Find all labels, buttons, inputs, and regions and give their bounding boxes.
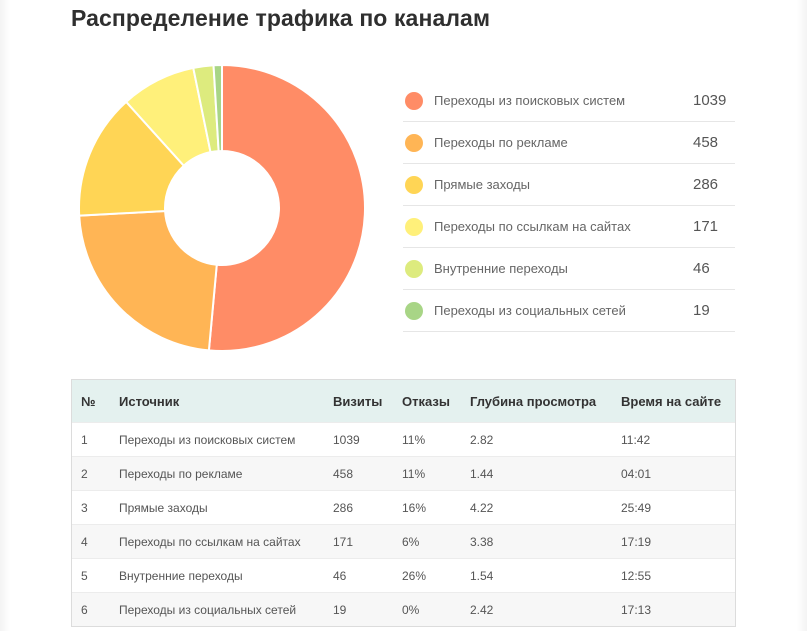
table-row: 1 Переходы из поисковых систем 1039 11% … [72,422,735,457]
cell-visits: 1039 [333,422,402,457]
legend-swatch [405,301,423,320]
header-visits: Визиты [333,393,383,409]
cell-bounces: 6% [402,524,470,559]
cell-bounces: 11% [402,422,470,457]
legend-value: 19 [693,302,710,319]
frame-edge-right [797,0,807,631]
pie-slice [78,210,218,352]
cell-time: 11:42 [621,422,735,457]
cell-visits: 171 [333,524,402,559]
cell-visits: 458 [333,456,402,491]
donut-chart [78,63,366,352]
legend-item: Внутренние переходы 46 [403,248,735,290]
legend-swatch [405,217,423,236]
cell-source: Переходы из социальных сетей [119,592,333,626]
table-row: 2 Переходы по рекламе 458 11% 1.44 04:01 [72,456,735,491]
cell-num: 4 [72,524,119,559]
cell-source: Переходы из поисковых систем [119,422,333,457]
frame-edge-left [0,0,10,631]
cell-depth: 2.82 [470,422,621,457]
legend-value: 171 [693,218,719,235]
traffic-table: № Источник Визиты Отказы Глубина просмот… [71,379,736,627]
legend-label: Внутренние переходы [434,261,568,276]
cell-time: 12:55 [621,558,735,593]
header-num: № [81,393,96,409]
table-row: 6 Переходы из социальных сетей 19 0% 2.4… [72,592,735,626]
legend-item: Переходы по ссылкам на сайтах 171 [403,206,735,248]
cell-source: Прямые заходы [119,490,333,525]
chart-legend: Переходы из поисковых систем 1039 Перехо… [403,80,735,332]
legend-label: Переходы из социальных сетей [434,303,626,318]
header-source: Источник [119,393,180,409]
cell-visits: 286 [333,490,402,525]
pie-slice [212,63,223,153]
legend-swatch [405,175,423,194]
table-row: 5 Внутренние переходы 46 26% 1.54 12:55 [72,558,735,593]
cell-visits: 46 [333,558,402,593]
header-bounces: Отказы [402,393,450,409]
cell-time: 17:19 [621,524,735,559]
legend-label: Переходы по рекламе [434,135,568,150]
table-header-row: № Источник Визиты Отказы Глубина просмот… [72,380,735,423]
cell-depth: 1.54 [470,558,621,593]
cell-time: 25:49 [621,490,735,525]
cell-visits: 19 [333,592,402,626]
cell-depth: 2.42 [470,592,621,626]
legend-value: 286 [693,176,719,193]
cell-num: 3 [72,490,119,525]
pie-slice [207,63,366,352]
cell-num: 2 [72,456,119,491]
legend-item: Переходы из поисковых систем 1039 [403,80,735,122]
cell-depth: 1.44 [470,456,621,491]
legend-swatch [405,91,423,110]
legend-value: 46 [693,260,710,277]
page-title: Распределение трафика по каналам [71,5,491,31]
legend-item: Переходы по рекламе 458 [403,122,735,164]
cell-bounces: 26% [402,558,470,593]
legend-label: Переходы из поисковых систем [434,93,626,108]
cell-time: 17:13 [621,592,735,626]
cell-num: 1 [72,422,119,457]
cell-source: Переходы по рекламе [119,456,333,491]
cell-depth: 4.22 [470,490,621,525]
header-time: Время на сайте [621,393,722,409]
legend-item: Прямые заходы 286 [403,164,735,206]
cell-source: Внутренние переходы [119,558,333,593]
cell-bounces: 11% [402,456,470,491]
cell-bounces: 16% [402,490,470,525]
table-row: 4 Переходы по ссылкам на сайтах 171 6% 3… [72,524,735,559]
cell-bounces: 0% [402,592,470,626]
cell-source: Переходы по ссылкам на сайтах [119,524,333,559]
cell-num: 5 [72,558,119,593]
legend-label: Прямые заходы [434,177,531,192]
cell-num: 6 [72,592,119,626]
cell-time: 04:01 [621,456,735,491]
legend-label: Переходы по ссылкам на сайтах [434,219,631,234]
table-row: 3 Прямые заходы 286 16% 4.22 25:49 [72,490,735,525]
legend-swatch [405,259,423,278]
cell-depth: 3.38 [470,524,621,559]
legend-item: Переходы из социальных сетей 19 [403,290,735,332]
header-depth: Глубина просмотра [470,393,597,409]
legend-value: 458 [693,134,719,151]
legend-value: 1039 [693,92,727,109]
legend-swatch [405,133,423,152]
